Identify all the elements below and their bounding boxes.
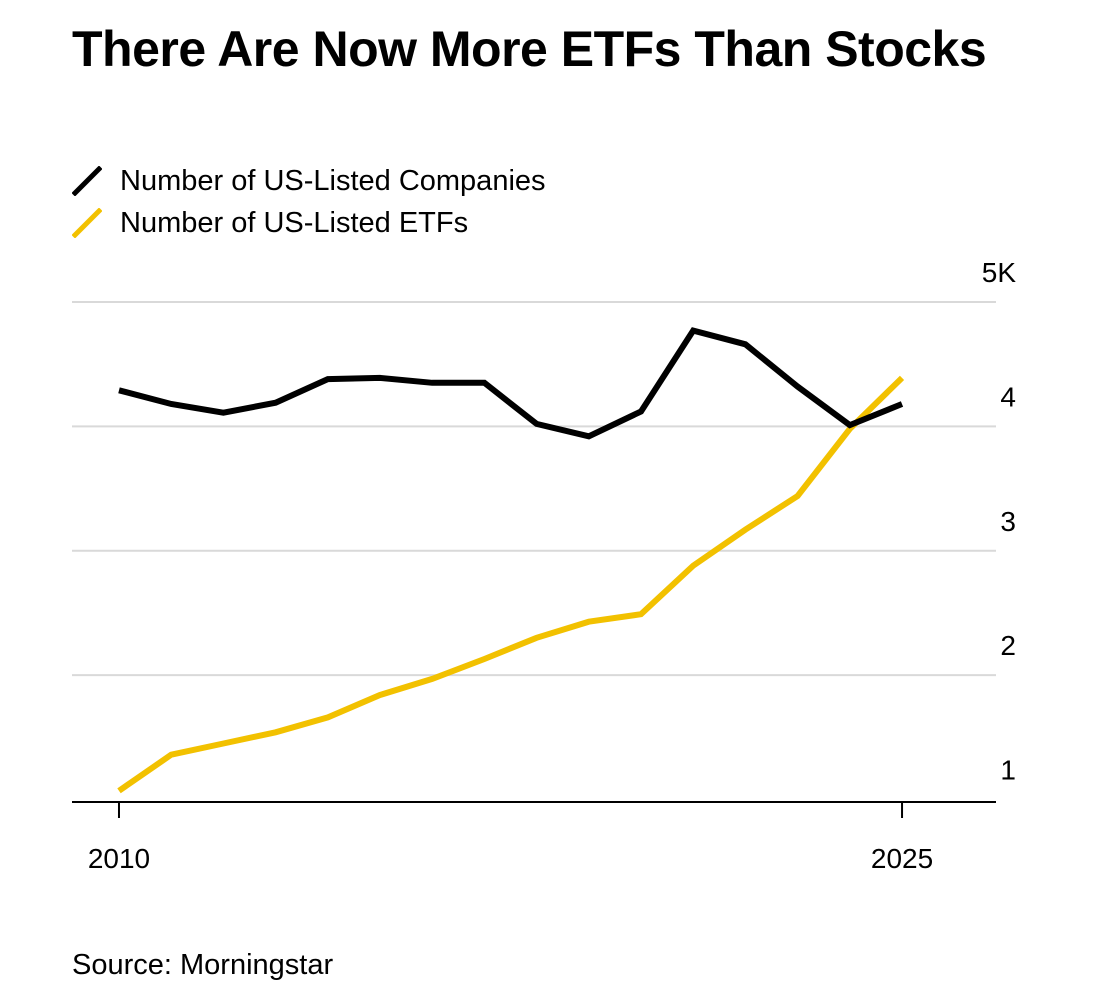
y-tick-label-4: 5K <box>982 257 1017 288</box>
legend-label-etfs: Number of US-Listed ETFs <box>120 207 469 239</box>
x-tick-label-1: 2025 <box>871 843 933 874</box>
x-tick-label-0: 2010 <box>88 843 150 874</box>
y-tick-label-2: 3 <box>1000 506 1016 537</box>
legend-swatch-etfs <box>72 208 102 238</box>
y-tick-label-0: 1 <box>1000 755 1016 786</box>
legend-item-companies: Number of US-Listed Companies <box>72 160 546 202</box>
legend-item-etfs: Number of US-Listed ETFs <box>72 202 546 244</box>
y-tick-label-1: 2 <box>1000 630 1016 661</box>
chart-title: There Are Now More ETFs Than Stocks <box>72 21 987 77</box>
chart-legend: Number of US-Listed Companies Number of … <box>72 160 546 244</box>
legend-swatch-companies <box>72 166 102 196</box>
series-line-etfs <box>117 375 905 794</box>
legend-label-companies: Number of US-Listed Companies <box>120 165 546 197</box>
source-note: Source: Morningstar <box>72 949 334 981</box>
series-line-companies <box>118 327 904 440</box>
y-tick-label-3: 4 <box>1000 381 1016 412</box>
